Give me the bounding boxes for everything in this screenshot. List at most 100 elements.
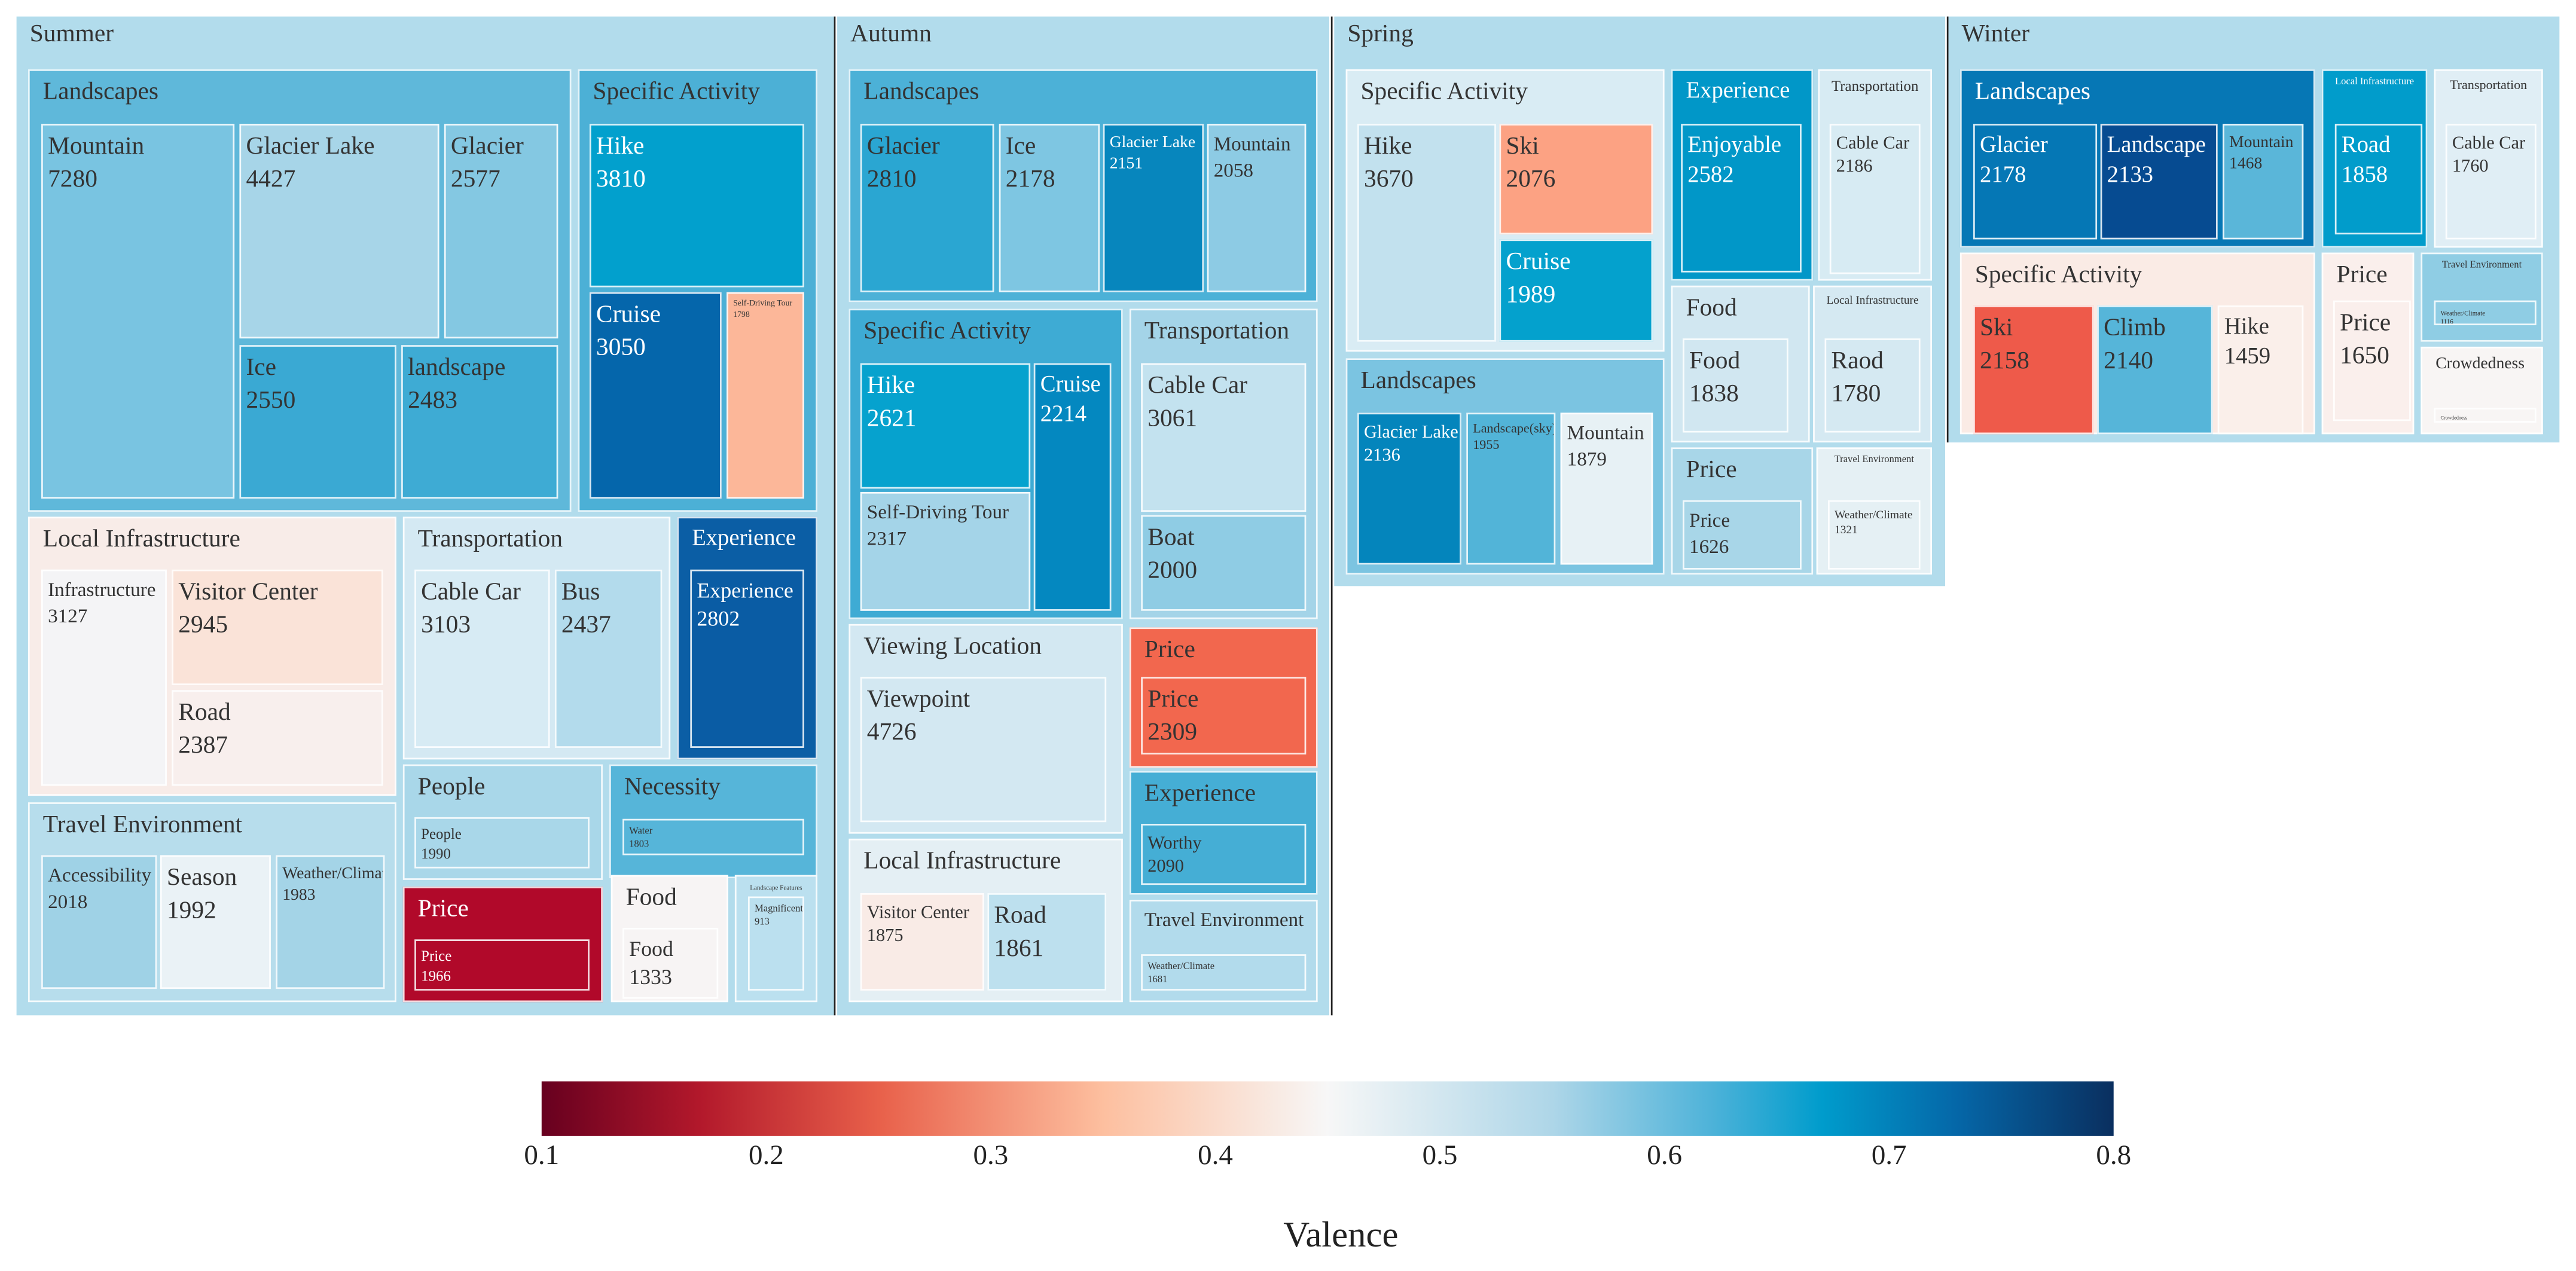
category-label: Experience bbox=[692, 525, 796, 554]
tile-value: 1879 bbox=[1567, 447, 1652, 472]
tile-value: 1116 bbox=[2440, 317, 2534, 325]
tile-label: Weather/Climate bbox=[1147, 963, 1304, 976]
tile-label: Weather/Climate bbox=[2440, 308, 2534, 317]
colorbar-tick-label: 0.1 bbox=[524, 1139, 559, 1172]
tile-label: Hike bbox=[867, 371, 1029, 404]
tile-value: 2810 bbox=[867, 164, 993, 197]
category-label: Landscapes bbox=[1975, 78, 2090, 109]
tile-label: Weather/Climate bbox=[282, 863, 383, 885]
tile-label: Worthy bbox=[1147, 832, 1304, 856]
tile-value: 2483 bbox=[408, 386, 557, 418]
category-travel-environment: Travel Environment bbox=[2421, 253, 2543, 342]
tile-value: 2945 bbox=[178, 610, 381, 642]
tile-value: 3050 bbox=[596, 332, 720, 365]
tile-label: Glacier Lake bbox=[1110, 132, 1202, 154]
tile-label: Viewpoint bbox=[867, 685, 1105, 717]
tile-value: 1875 bbox=[867, 925, 982, 948]
tile-value: 1861 bbox=[994, 934, 1104, 966]
tile-label: Climb bbox=[2104, 314, 2211, 346]
category-label: Food bbox=[1686, 294, 1736, 325]
tile-value: 913 bbox=[755, 918, 802, 931]
tile-value: 2582 bbox=[1687, 162, 1800, 192]
tile-value: 4726 bbox=[867, 717, 1105, 750]
tile-value: 1459 bbox=[2224, 344, 2302, 374]
category-label: Price bbox=[418, 895, 469, 926]
tile-label: Landscape bbox=[2107, 132, 2216, 162]
category-label: Transportation bbox=[1144, 317, 1289, 348]
tile-value: 1989 bbox=[1506, 280, 1651, 312]
tile-value: 1983 bbox=[282, 885, 383, 906]
colorbar-tick-label: 0.4 bbox=[1198, 1139, 1233, 1172]
tile-value: 2621 bbox=[867, 404, 1029, 436]
tile-label: Cruise bbox=[596, 301, 720, 333]
category-label: People bbox=[418, 772, 486, 803]
tile-value: 2133 bbox=[2107, 162, 2216, 192]
tile-value: 2058 bbox=[1214, 158, 1305, 184]
tile-value: 3061 bbox=[1147, 404, 1304, 436]
category-label: Experience bbox=[1686, 78, 1790, 106]
tile-value: 1650 bbox=[2340, 341, 2409, 373]
category-label: Specific Activity bbox=[593, 78, 760, 109]
tile-value: 1838 bbox=[1689, 379, 1787, 411]
tile-label: Glacier bbox=[1980, 132, 2095, 162]
category-label: Specific Activity bbox=[863, 317, 1031, 348]
category-label: Local Infrastructure bbox=[2335, 78, 2414, 90]
tile-label: Cable Car bbox=[421, 578, 548, 610]
category-label: Specific Activity bbox=[1975, 261, 2142, 292]
tile-label: Landscape(sky) bbox=[1473, 421, 1553, 438]
tile-value: 1858 bbox=[2342, 162, 2421, 192]
tile-label: Ski bbox=[1980, 314, 2092, 346]
category-label: Necessity bbox=[624, 772, 721, 803]
season-title: Winter bbox=[1962, 22, 2029, 50]
category-label: Price bbox=[1144, 636, 1195, 667]
category-label: Travel Environment bbox=[1835, 456, 1914, 468]
tile-label: Mountain bbox=[1567, 421, 1652, 447]
treemap-tile-crowdedness: Crowdedness1028 bbox=[2434, 408, 2536, 423]
colorbar-title: Valence bbox=[1283, 1214, 1398, 1257]
tile-label: Mountain bbox=[1214, 132, 1305, 158]
tile-label: People bbox=[421, 826, 588, 845]
tile-value: 2178 bbox=[1980, 162, 2095, 192]
tile-label: Visitor Center bbox=[867, 902, 982, 925]
tile-label: Food bbox=[629, 936, 716, 964]
tile-label: Ice bbox=[1006, 132, 1098, 164]
tile-value: 2317 bbox=[867, 526, 1029, 552]
category-label: Landscape Features bbox=[750, 883, 802, 891]
tile-value: 2550 bbox=[246, 386, 395, 418]
colorbar-tick-label: 0.2 bbox=[749, 1139, 784, 1172]
category-label: Transportation bbox=[418, 525, 563, 556]
tile-label: Boat bbox=[1147, 523, 1304, 555]
tile-value: 1966 bbox=[421, 967, 588, 986]
tile-label: Cable Car bbox=[1836, 132, 1919, 155]
category-label: Transportation bbox=[2450, 78, 2527, 94]
tile-label: Price bbox=[421, 948, 588, 967]
tile-label: Ice bbox=[246, 353, 395, 386]
tile-label: Visitor Center bbox=[178, 578, 381, 610]
